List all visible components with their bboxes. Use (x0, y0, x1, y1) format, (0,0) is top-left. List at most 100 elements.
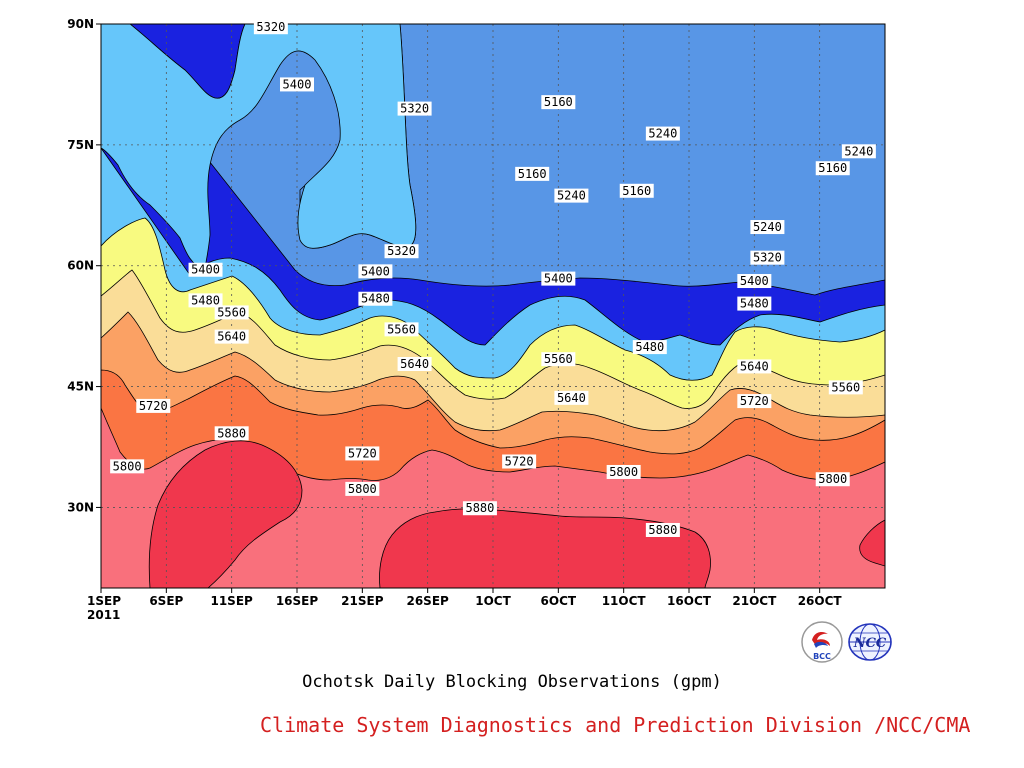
contour-label-bg (384, 322, 419, 337)
contour-label: 5160 (541, 95, 576, 110)
contour-label-bg (815, 472, 850, 487)
contour-label-text: 5240 (557, 189, 586, 203)
contour-label: 5720 (502, 454, 537, 469)
contour-label-text: 5640 (740, 359, 769, 373)
contour-label-text: 5560 (544, 352, 573, 366)
contour-label-text: 5720 (348, 446, 377, 460)
contour-label: 5800 (606, 464, 641, 479)
x-axis: 1SEP 6SEP 11SEP 16SEP 21SEP 26SEP 1OCT 6OCT 11OC… (87, 588, 842, 622)
contour-label-bg (502, 454, 537, 469)
contour-label-bg (619, 183, 654, 198)
chart-title: Ochotsk Daily Blocking Observations (gpm… (302, 672, 722, 692)
contour-label: 5400 (358, 264, 393, 279)
contour-label-bg (541, 95, 576, 110)
contour-label-text: 5320 (256, 20, 285, 34)
contour-label: 5320 (253, 20, 288, 35)
x-tick-label: 11OCT (602, 594, 647, 608)
contour-label-text: 5160 (622, 184, 651, 198)
bcc-logo-text: BCC (813, 652, 831, 661)
contour-label-bg (214, 426, 249, 441)
contour-label: 5800 (110, 459, 145, 474)
contour-label-text: 5800 (609, 465, 638, 479)
contour-label: 5320 (384, 244, 419, 259)
contour-label-bg (214, 329, 249, 344)
credit-line: Climate System Diagnostics and Predictio… (260, 713, 971, 737)
ncc-logo-text: NCC (853, 636, 887, 651)
contour-label-bg (136, 398, 171, 413)
contour-label-bg (828, 380, 863, 395)
x-tick-label: 6OCT (541, 594, 577, 608)
contour-label: 5320 (397, 101, 432, 116)
contour-label-text: 5640 (400, 357, 429, 371)
contour-label-bg (737, 274, 772, 289)
contour-label-bg (645, 126, 680, 141)
contour-label-text: 5160 (818, 161, 847, 175)
contour-label-bg (632, 340, 667, 355)
contour-label: 5480 (358, 291, 393, 306)
contour-label-bg (554, 188, 589, 203)
contour-label: 5160 (815, 161, 850, 176)
contour-label-bg (397, 357, 432, 372)
contour-label-bg (358, 264, 393, 279)
contour-label-text: 5560 (387, 322, 416, 336)
x-tick-label: 16OCT (667, 594, 712, 608)
x-tick-label: 16SEP (276, 594, 319, 608)
contour-label-text: 5240 (753, 220, 782, 234)
x-tick-label: 11SEP (210, 594, 253, 608)
contour-label-bg (737, 394, 772, 409)
contour-label-text: 5720 (740, 394, 769, 408)
contour-label: 5640 (214, 329, 249, 344)
contour-label-bg (750, 250, 785, 265)
contour-label: 5640 (737, 359, 772, 374)
x-tick-label: 26SEP (406, 594, 449, 608)
contour-label-text: 5160 (544, 95, 573, 109)
contour-label: 5640 (397, 357, 432, 372)
contour-label-text: 5400 (191, 263, 220, 277)
contour-label: 5240 (750, 220, 785, 235)
contour-label-text: 5240 (648, 127, 677, 141)
contour-label-bg (397, 101, 432, 116)
contour-label: 5160 (515, 166, 550, 181)
contour-label-bg (280, 77, 314, 92)
contour-label-text: 5880 (465, 501, 494, 515)
contour-label-bg (606, 464, 641, 479)
contour-label: 5720 (737, 394, 772, 409)
contour-label-bg (750, 220, 785, 235)
contour-label-text: 5880 (217, 426, 246, 440)
contour-label-bg (345, 481, 380, 496)
contour-label-bg (645, 522, 680, 537)
contour-label-bg (358, 291, 393, 306)
contour-label: 5800 (345, 481, 380, 496)
contour-label-text: 5640 (557, 391, 586, 405)
x-tick-label: 21OCT (732, 594, 777, 608)
y-tick-label: 60N (67, 259, 94, 273)
contour-label-text: 5800 (818, 472, 847, 486)
contour-label-text: 5400 (361, 264, 390, 278)
contour-label: 5560 (541, 352, 576, 367)
contour-label-bg (462, 501, 497, 516)
contour-label-bg (110, 459, 145, 474)
contour-label-bg (737, 296, 772, 311)
y-tick-label: 30N (67, 500, 94, 514)
contour-label-text: 5880 (648, 523, 677, 537)
contour-label-bg (515, 166, 550, 181)
contour-label-bg (214, 305, 249, 320)
contour-label: 5720 (136, 398, 171, 413)
contour-label-text: 5480 (361, 292, 390, 306)
contour-label-text: 5240 (844, 144, 873, 158)
contour-label-text: 5640 (217, 330, 246, 344)
x-tick-label: 1OCT (475, 594, 511, 608)
y-tick-label: 45N (67, 380, 94, 394)
contour-label: 5800 (815, 472, 850, 487)
contour-label-text: 5400 (283, 77, 312, 91)
contour-label: 5720 (345, 446, 380, 461)
contour-label: 5880 (214, 426, 249, 441)
x-tick-label: 1SEP (87, 594, 121, 608)
contour-label: 5560 (384, 322, 419, 337)
contour-label-bg (345, 446, 380, 461)
contour-label-text: 5400 (740, 274, 769, 288)
contour-labels: 5320 5400 5320 5160 5240 5240 5160 5160 5160 5240… (110, 20, 876, 537)
contour-label: 5880 (462, 501, 497, 516)
contour-label: 5480 (188, 293, 223, 308)
